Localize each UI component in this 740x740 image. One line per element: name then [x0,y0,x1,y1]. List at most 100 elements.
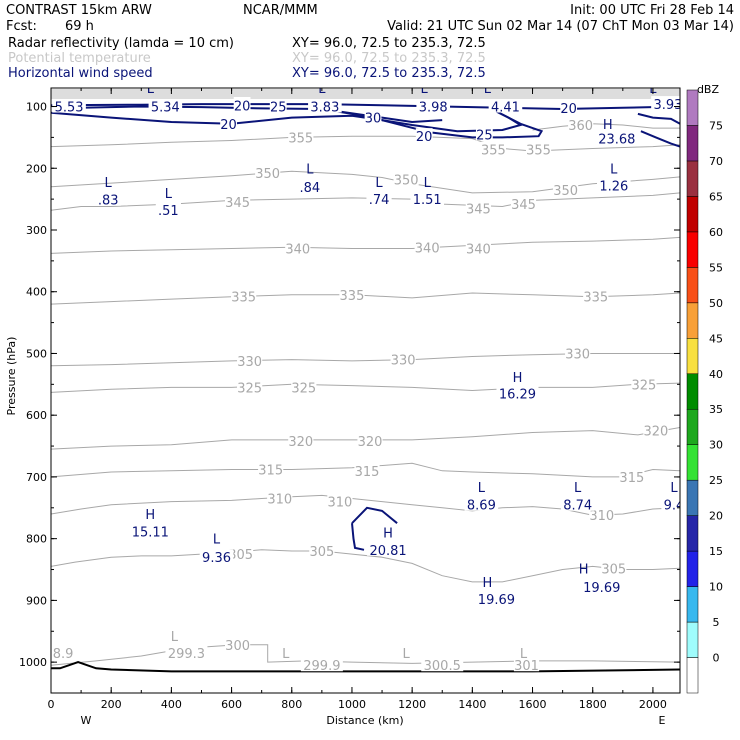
y-tick-label: 800 [26,533,47,546]
theta-label-bg [393,171,419,186]
theta-label-bg [267,490,293,505]
theta-contour-340 [51,236,680,254]
theta-label: 355 [481,144,506,159]
wind-label: 3.83 [310,101,339,116]
theta-label: 340 [285,243,310,258]
y-tick-label: 900 [26,594,47,607]
wind-label-bg [269,98,287,113]
theta-label-bg [285,240,311,255]
wind-label: 25 [476,128,493,143]
wind-label: 9.36 [202,551,231,566]
wind-extremum-mark: L [478,481,486,496]
colorbar-level-label: 5 [713,616,720,629]
wind-label-bg [596,177,631,192]
fcst-value: 69 h [65,19,94,34]
theta-label-bg [465,200,491,215]
theta-label-bg [170,628,179,643]
theta-contour-300 [51,644,680,666]
colorbar-swatch [686,125,699,162]
colorbar-level-label: 60 [709,226,723,239]
theta-label: 310 [328,496,353,511]
wind-label-bg [297,178,323,193]
x-axis-title: Distance (km) [326,714,403,727]
theta-label-bg [231,288,257,303]
field-name-reflectivity: Radar reflectivity (lamda = 10 cm) [8,36,234,51]
y-tick-label: 700 [26,471,47,484]
colorbar-level-label: 15 [709,545,723,558]
theta-label: 355 [526,144,551,159]
wind-label: 20 [220,118,237,133]
wind-label-bg [220,115,237,130]
wind-extremum-mark: L [213,533,221,548]
theta-label: 299.3 [168,647,205,662]
wind-label: 20 [416,130,433,145]
theta-label-bg [601,560,627,575]
wind-extremum-mark: L [105,176,113,191]
west-label: W [81,714,92,727]
theta-contour-360 [532,123,680,131]
theta-label-bg [583,288,609,303]
wind-label: 20 [234,99,251,114]
theta-label: L [282,647,290,662]
wind-contour-30 [321,108,443,124]
theta-label-bg [631,376,657,391]
theta-label-bg [51,644,76,659]
colorbar-level-label: 75 [709,119,723,132]
colorbar-level-label: 55 [709,261,723,274]
colorbar-swatch [686,550,699,587]
wind-label-bg [661,496,680,511]
theta-label: L [520,647,528,662]
field-xy-wind: XY= 96.0, 72.5 to 235.3, 72.5 [292,66,486,81]
fcst-label: Fcst: [6,19,37,34]
theta-label: 335 [340,289,365,304]
wind-label: 1.51 [413,193,442,208]
theta-label-bg [237,379,263,394]
wind-label: 20 [560,102,577,117]
theta-label-bg [300,657,343,672]
plot-area: 355 350 350 350 345 345 345 355 355 360 340 340 340 3… [51,82,682,674]
theta-label-bg [224,194,251,209]
terrain-line [51,661,680,673]
y-tick-label: 500 [26,347,47,360]
theta-label-bg [421,657,464,672]
wind-label: 19.69 [583,581,620,596]
colorbar-swatch [686,196,699,233]
wind-contour-unlabeled [351,506,398,524]
colorbar-swatch [686,657,699,694]
wind-label-bg [580,578,623,593]
wind-label: 3.93 [653,98,682,113]
theta-label: 360 [568,119,593,134]
wind-extremum-mark: L [306,162,314,177]
theta-label: 330 [391,354,416,369]
y-tick-label: 1000 [19,656,47,669]
wind-extremum-mark: L [318,82,326,97]
wind-label: .84 [299,181,320,196]
wind-extremum-mark: L [375,176,383,191]
theta-label-bg [228,546,254,561]
wind-label: .51 [158,204,179,219]
x-tick-label: 2000 [639,698,667,711]
theta-label-bg [465,240,491,255]
theta-label-bg [309,543,335,558]
theta-label: 320 [288,435,313,450]
theta-contour-355 [51,135,680,152]
colorbar-level-label: 45 [709,332,723,345]
wind-extremum-mark: L [147,82,155,97]
colorbar-level-label: 0 [713,652,720,665]
colorbar-swatch [686,373,699,410]
theta-label: 340 [415,241,440,256]
wind-label-bg [308,98,342,113]
wind-label: 15.11 [132,525,169,540]
theta-label-bg [589,507,615,522]
wind-extremum-mark: H [482,576,492,591]
theta-label: 325 [631,378,656,393]
wind-extremum-mark: H [145,508,155,523]
x-tick-label: 600 [221,698,242,711]
wind-label: .74 [369,193,390,208]
theta-label-bg [357,433,383,448]
wind-label: 3.98 [419,101,448,116]
wind-contour-unlabeled [351,523,365,551]
theta-label: 335 [231,291,256,306]
header: CONTRAST 15km ARW NCAR/MMM Init: 00 UTC … [6,3,734,81]
theta-label: 301 [514,659,539,674]
